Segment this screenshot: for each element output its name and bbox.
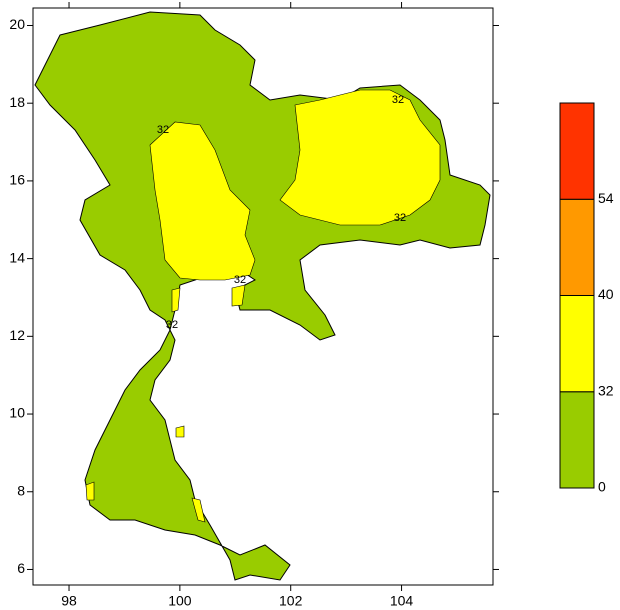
warm-region xyxy=(279,89,441,226)
y-tick-label: 8 xyxy=(17,482,25,498)
contour-label: 32 xyxy=(166,319,178,331)
x-tick-label: 100 xyxy=(168,593,192,609)
warm-region xyxy=(171,287,181,313)
land xyxy=(34,11,491,581)
x-tick-label: 102 xyxy=(279,593,303,609)
colorbar-label: 0 xyxy=(598,479,606,495)
y-tick-label: 14 xyxy=(9,249,25,265)
warm-region xyxy=(191,497,206,523)
warm-region xyxy=(85,481,95,501)
axes: 98 100 102 104 6 8 10 12 14 16 18 20 xyxy=(9,2,499,609)
colorbar-segment xyxy=(559,102,595,200)
contour-label: 32 xyxy=(394,212,406,224)
contour-label: 32 xyxy=(234,274,246,286)
island xyxy=(175,425,185,438)
x-tick-label: 98 xyxy=(61,593,77,609)
x-tick-label: 104 xyxy=(390,593,414,609)
y-tick-label: 10 xyxy=(9,405,25,421)
warm-region xyxy=(149,121,256,281)
colorbar-label: 54 xyxy=(598,190,614,206)
colorbar-label: 32 xyxy=(598,382,614,398)
y-tick-label: 20 xyxy=(9,16,25,32)
y-tick-label: 18 xyxy=(9,94,25,110)
colorbar-segment xyxy=(559,295,595,393)
y-tick-label: 6 xyxy=(17,560,25,576)
colorbar-segment xyxy=(559,391,595,489)
y-tick-label: 16 xyxy=(9,172,25,188)
contour-labels: 32 32 32 32 32 xyxy=(157,94,406,331)
colorbar: 0 32 40 54 xyxy=(559,102,614,495)
warm-region xyxy=(231,284,246,307)
colorbar-label: 40 xyxy=(598,286,614,302)
contour-label: 32 xyxy=(157,124,169,136)
colorbar-segment xyxy=(559,198,595,296)
contour-label: 32 xyxy=(392,94,404,106)
y-tick-label: 12 xyxy=(9,327,25,343)
